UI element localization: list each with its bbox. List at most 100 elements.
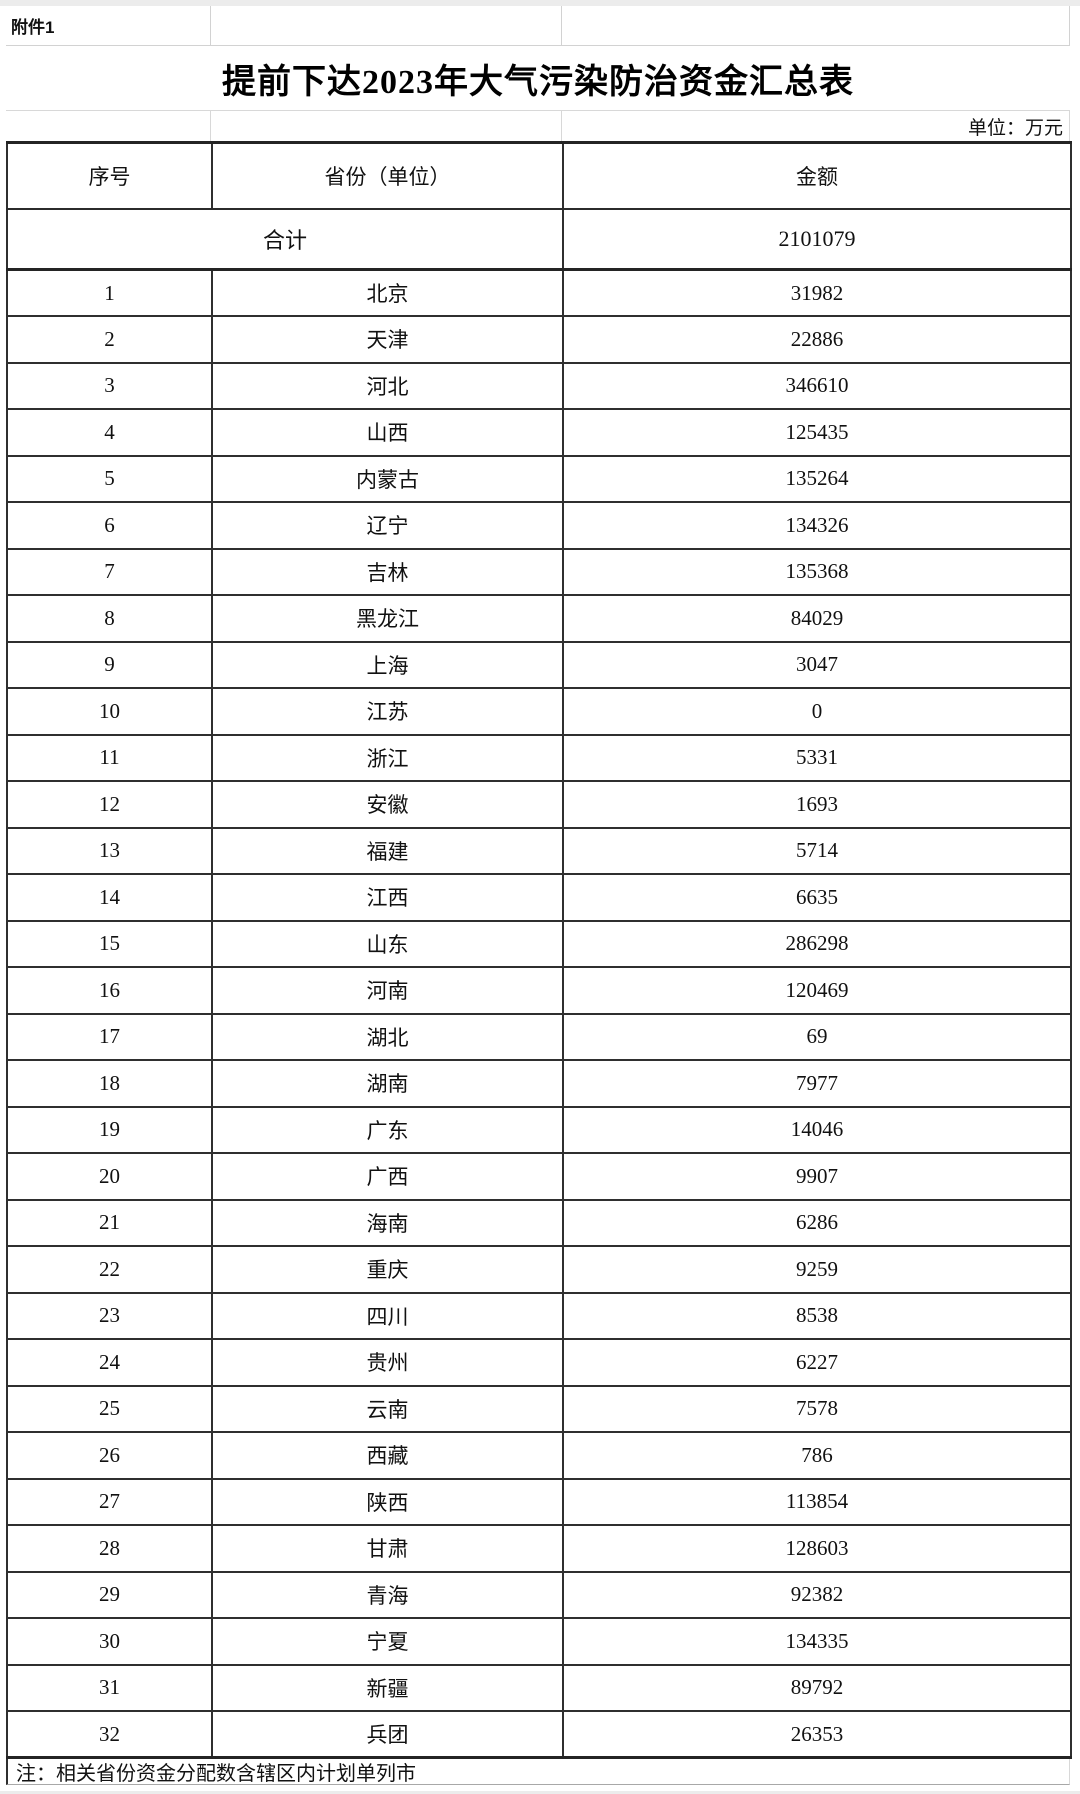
row-province: 广西 bbox=[211, 1152, 564, 1201]
row-index: 11 bbox=[6, 733, 213, 782]
row-index: 17 bbox=[6, 1012, 213, 1061]
row-index: 2 bbox=[6, 315, 213, 364]
unit-label: 单位：万元 bbox=[562, 111, 1070, 141]
table-row: 20 广西 9907 bbox=[6, 1152, 1072, 1201]
row-amount: 6227 bbox=[562, 1338, 1072, 1387]
row-amount: 128603 bbox=[562, 1524, 1072, 1573]
row-index: 16 bbox=[6, 966, 213, 1015]
row-province: 辽宁 bbox=[211, 501, 564, 550]
row-province: 安徽 bbox=[211, 780, 564, 829]
sheet-content: 附件1 提前下达2023年大气污染防治资金汇总表 单位：万元 序号 省份（单位） bbox=[0, 6, 1072, 1785]
row-amount: 135368 bbox=[562, 547, 1072, 596]
table-row: 22 重庆 9259 bbox=[6, 1245, 1072, 1294]
row-province: 河南 bbox=[211, 966, 564, 1015]
total-row: 合计 2101079 bbox=[6, 207, 1072, 271]
row-amount: 134326 bbox=[562, 501, 1072, 550]
row-amount: 6286 bbox=[562, 1198, 1072, 1247]
empty-grid-cell bbox=[6, 111, 211, 141]
table-row: 4 山西 125435 bbox=[6, 408, 1072, 457]
row-index: 14 bbox=[6, 873, 213, 922]
row-amount: 26353 bbox=[562, 1710, 1072, 1759]
table-row: 12 安徽 1693 bbox=[6, 780, 1072, 829]
row-province: 北京 bbox=[211, 268, 564, 317]
row-index: 5 bbox=[6, 454, 213, 503]
row-amount: 22886 bbox=[562, 315, 1072, 364]
row-amount: 6635 bbox=[562, 873, 1072, 922]
table-row: 14 江西 6635 bbox=[6, 873, 1072, 922]
row-province: 浙江 bbox=[211, 733, 564, 782]
row-amount: 346610 bbox=[562, 361, 1072, 410]
table-row: 18 湖南 7977 bbox=[6, 1059, 1072, 1108]
row-province: 山西 bbox=[211, 408, 564, 457]
table-row: 27 陕西 113854 bbox=[6, 1477, 1072, 1526]
row-province: 兵团 bbox=[211, 1710, 564, 1759]
row-amount: 120469 bbox=[562, 966, 1072, 1015]
row-province: 福建 bbox=[211, 826, 564, 875]
empty-grid-cell bbox=[562, 6, 1070, 45]
row-amount: 286298 bbox=[562, 919, 1072, 968]
row-amount: 5331 bbox=[562, 733, 1072, 782]
row-amount: 92382 bbox=[562, 1570, 1072, 1619]
row-province: 甘肃 bbox=[211, 1524, 564, 1573]
empty-grid-cell bbox=[211, 111, 562, 141]
footnote-row: 注：相关省份资金分配数含辖区内计划单列市 bbox=[6, 1759, 1070, 1785]
row-province: 四川 bbox=[211, 1291, 564, 1340]
row-amount: 9259 bbox=[562, 1245, 1072, 1294]
table-row: 30 宁夏 134335 bbox=[6, 1617, 1072, 1666]
row-amount: 134335 bbox=[562, 1617, 1072, 1666]
row-amount: 135264 bbox=[562, 454, 1072, 503]
row-index: 30 bbox=[6, 1617, 213, 1666]
row-amount: 7578 bbox=[562, 1384, 1072, 1433]
total-label: 合计 bbox=[6, 207, 564, 271]
page-title: 提前下达2023年大气污染防治资金汇总表 bbox=[222, 63, 854, 101]
table-row: 24 贵州 6227 bbox=[6, 1338, 1072, 1387]
row-index: 25 bbox=[6, 1384, 213, 1433]
bottom-margin-white bbox=[0, 1785, 1080, 1791]
row-index: 22 bbox=[6, 1245, 213, 1294]
row-index: 28 bbox=[6, 1524, 213, 1573]
table-row: 10 江苏 0 bbox=[6, 687, 1072, 736]
table-row: 28 甘肃 128603 bbox=[6, 1524, 1072, 1573]
col-header-amount: 金额 bbox=[562, 141, 1072, 210]
table-row: 23 四川 8538 bbox=[6, 1291, 1072, 1340]
row-province: 上海 bbox=[211, 640, 564, 689]
row-index: 8 bbox=[6, 594, 213, 643]
row-province: 河北 bbox=[211, 361, 564, 410]
row-index: 24 bbox=[6, 1338, 213, 1387]
row-index: 23 bbox=[6, 1291, 213, 1340]
row-amount: 84029 bbox=[562, 594, 1072, 643]
table-row: 1 北京 31982 bbox=[6, 268, 1072, 317]
row-index: 9 bbox=[6, 640, 213, 689]
row-province: 新疆 bbox=[211, 1663, 564, 1712]
table-row: 7 吉林 135368 bbox=[6, 547, 1072, 596]
row-province: 湖北 bbox=[211, 1012, 564, 1061]
col-header-province: 省份（单位） bbox=[211, 141, 564, 210]
row-index: 32 bbox=[6, 1710, 213, 1759]
row-amount: 0 bbox=[562, 687, 1072, 736]
header-row: 序号 省份（单位） 金额 bbox=[6, 141, 1072, 210]
row-amount: 786 bbox=[562, 1431, 1072, 1480]
table-row: 19 广东 14046 bbox=[6, 1105, 1072, 1154]
title-row: 提前下达2023年大气污染防治资金汇总表 bbox=[6, 46, 1070, 111]
attachment-row: 附件1 bbox=[6, 6, 1070, 46]
table-row: 17 湖北 69 bbox=[6, 1012, 1072, 1061]
top-margin-strip bbox=[0, 0, 1080, 6]
row-province: 重庆 bbox=[211, 1245, 564, 1294]
table-row: 9 上海 3047 bbox=[6, 640, 1072, 689]
row-province: 山东 bbox=[211, 919, 564, 968]
row-index: 7 bbox=[6, 547, 213, 596]
unit-row: 单位：万元 bbox=[6, 111, 1070, 141]
row-index: 1 bbox=[6, 268, 213, 317]
row-amount: 9907 bbox=[562, 1152, 1072, 1201]
row-province: 西藏 bbox=[211, 1431, 564, 1480]
empty-grid-cell bbox=[211, 6, 562, 45]
table-row: 11 浙江 5331 bbox=[6, 733, 1072, 782]
table-row: 13 福建 5714 bbox=[6, 826, 1072, 875]
row-province: 青海 bbox=[211, 1570, 564, 1619]
table-row: 25 云南 7578 bbox=[6, 1384, 1072, 1433]
row-index: 18 bbox=[6, 1059, 213, 1108]
row-index: 12 bbox=[6, 780, 213, 829]
row-province: 陕西 bbox=[211, 1477, 564, 1526]
row-index: 21 bbox=[6, 1198, 213, 1247]
